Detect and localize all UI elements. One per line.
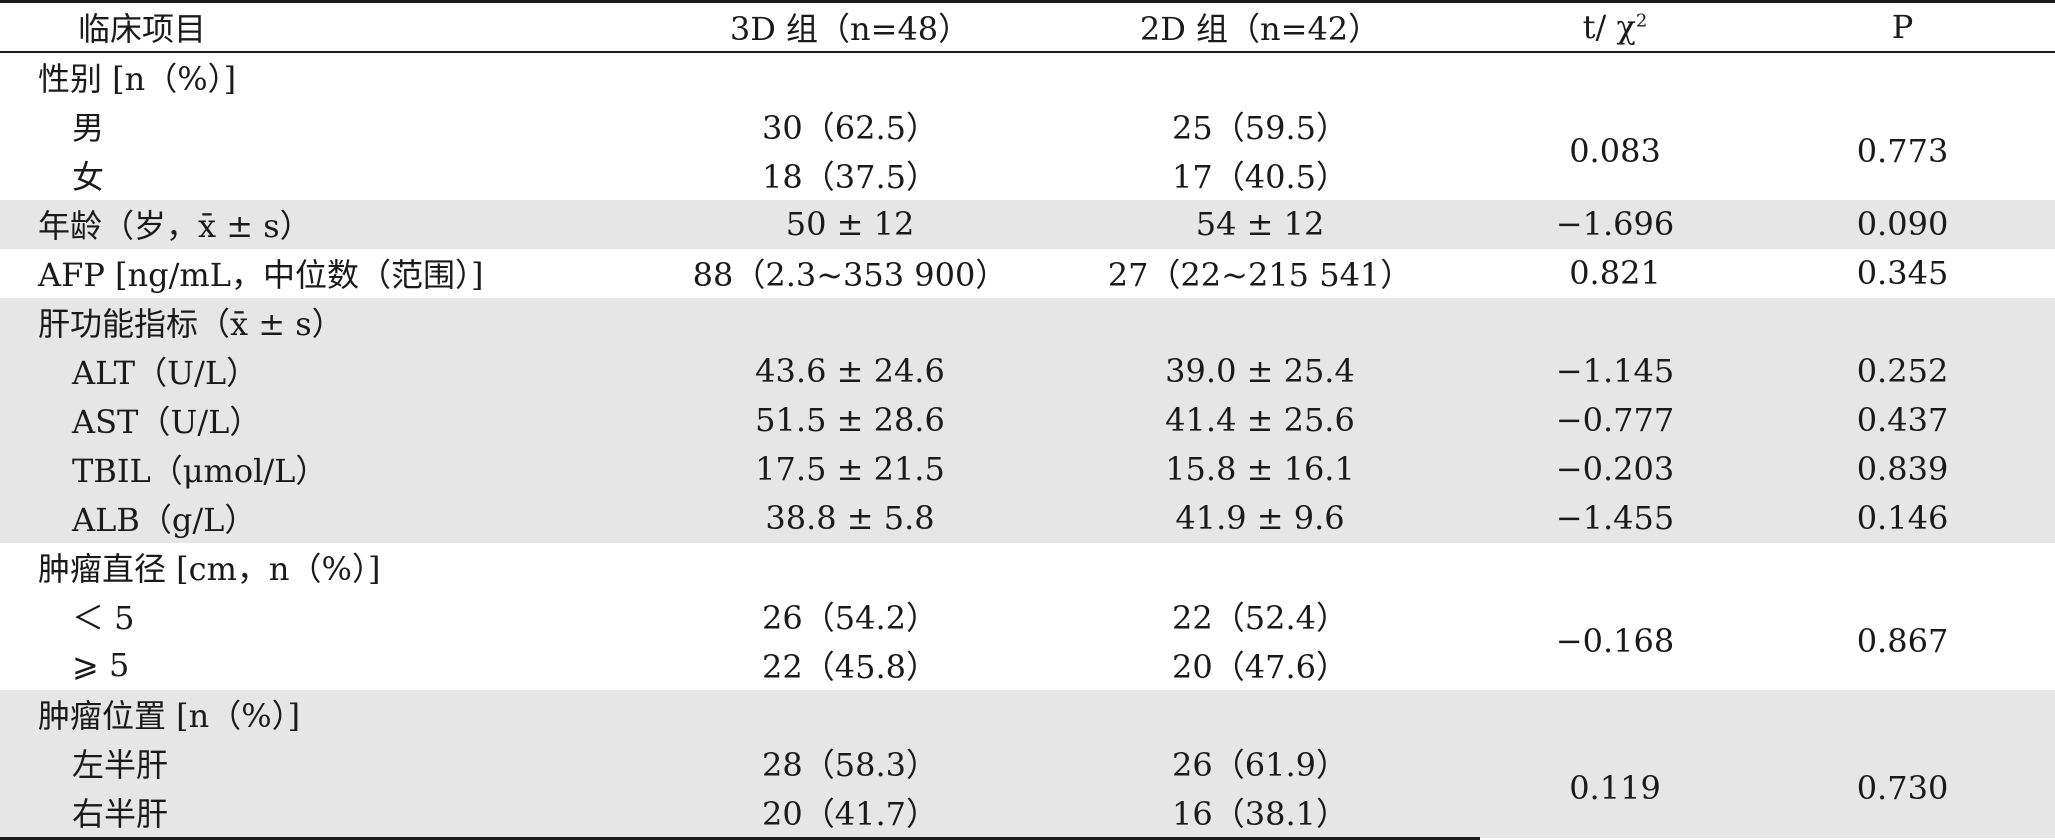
cell-3d: 28（58.3） [660,738,1040,788]
table-row: 左半肝 28（58.3） 26（61.9） 0.119 0.730 [0,738,2055,838]
table-body: 性别 [n（%）] 男 30（62.5） 25（59.5） 0.083 0.77… [0,52,2055,840]
cell-2d: 27（22~215 541） [1107,256,1413,294]
cell-2d: 15.8 ± 16.1 [1040,444,1480,494]
cell-p: 0.252 [1750,346,2055,396]
table-row: AST（U/L） 51.5 ± 28.6 41.4 ± 25.6 −0.777 … [0,395,2055,445]
cell-stat: −0.203 [1480,444,1750,494]
cell-2d: 17（40.5） [1172,158,1348,196]
header-statistic-text: t/ χ [1582,7,1636,46]
header-statistic: t/ χ2 [1480,0,1750,53]
cell-2d: 39.0 ± 25.4 [1040,346,1480,396]
cell-stat: −0.168 [1555,621,1675,660]
cell-p: 0.839 [1750,444,2055,494]
cell-p: 0.730 [1750,738,2055,838]
cell-3d: 38.8 ± 5.8 [660,493,1040,543]
cell-2d: 25（59.5） [1172,109,1348,147]
cell-stat: 0.083 [1569,131,1661,170]
cell-2d: 20（47.6） [1172,648,1348,686]
table-row: 肝功能指标（x̄ ± s） [0,297,2055,347]
header-item: 临床项目 [0,0,660,53]
header-p-value: P [1750,0,2055,53]
cell-3d: 22（45.8） [762,648,938,686]
cell-2d: 22（52.4） [1172,599,1348,637]
row-label-alb: ALB（g/L） [0,493,660,543]
table-row: 性别 [n（%）] [0,52,2055,102]
cell-3d: 26（54.2） [762,599,938,637]
table-row: ＜ 5 26（54.2） 22（52.4） −0.168 0.867 [0,592,2055,660]
row-label-male: 男 [72,109,105,147]
cell-2d: 16（38.1） [1040,787,1480,840]
table-row: 女 18（37.5） 17（40.5） [0,151,2055,200]
table-header: 临床项目 3D 组（n=48） 2D 组（n=42） t/ χ2 P [0,0,2055,53]
cell-stat: −1.145 [1480,346,1750,396]
row-label-ast: AST（U/L） [0,395,660,445]
table-row: ALB（g/L） 38.8 ± 5.8 41.9 ± 9.6 −1.455 0.… [0,493,2055,543]
cell-2d: 41.9 ± 9.6 [1040,493,1480,543]
row-label-tbil: TBIL（μmol/L） [0,444,660,494]
cell-stat: −1.696 [1480,199,1750,249]
table-row: 男 30（62.5） 25（59.5） 0.083 0.773 [0,102,2055,170]
row-label-right-liver: 右半肝 [0,787,660,840]
row-label-left-liver: 左半肝 [0,738,660,788]
table-row: 肿瘤直径 [cm，n（%）] [0,543,2055,592]
cell-p: 0.345 [1856,254,1949,292]
row-label-tumor-diameter: 肿瘤直径 [cm，n（%）] [38,550,381,588]
row-label-female: 女 [72,158,105,196]
table-row: 年龄（岁，x̄ ± s） 50 ± 12 54 ± 12 −1.696 0.09… [0,199,2055,249]
row-label-diameter-lt5: ＜ 5 [72,599,135,637]
cell-3d: 43.6 ± 24.6 [660,346,1040,396]
cell-2d: 41.4 ± 25.6 [1040,395,1480,445]
table-row: ALT（U/L） 43.6 ± 24.6 39.0 ± 25.4 −1.145 … [0,346,2055,396]
cell-3d: 51.5 ± 28.6 [660,395,1040,445]
row-label-diameter-ge5: ⩾ 5 [72,646,130,684]
cell-2d: 54 ± 12 [1040,199,1480,249]
header-statistic-sup: 2 [1635,10,1648,32]
cell-3d: 50 ± 12 [660,199,1040,249]
table-row: 右半肝 20（41.7） 16（38.1） [0,787,2055,840]
cell-3d: 88（2.3~353 900） [692,256,1008,294]
cell-3d: 17.5 ± 21.5 [660,444,1040,494]
cell-p: 0.090 [1750,199,2055,249]
row-label-tumor-location: 肿瘤位置 [n（%）] [0,689,660,739]
row-label-liver-function: 肝功能指标（x̄ ± s） [0,297,660,347]
cell-3d: 20（41.7） [660,787,1040,840]
cell-stat: −0.777 [1480,395,1750,445]
row-label-sex: 性别 [n（%）] [38,60,237,98]
table-row: 肿瘤位置 [n（%）] [0,689,2055,739]
cell-p: 0.773 [1856,131,1949,170]
cell-stat: −1.455 [1480,493,1750,543]
table-row: ⩾ 5 22（45.8） 20（47.6） [0,641,2055,690]
header-2d-group: 2D 组（n=42） [1040,0,1480,53]
header-3d-group: 3D 组（n=48） [660,0,1040,53]
cell-3d: 30（62.5） [762,109,938,147]
cell-2d: 26（61.9） [1040,738,1480,788]
cell-p: 0.867 [1856,621,1949,660]
table-row: AFP [ng/mL，中位数（范围）] 88（2.3~353 900） 27（2… [0,249,2055,298]
row-label-alt: ALT（U/L） [0,346,660,396]
row-label-afp: AFP [ng/mL，中位数（范围）] [38,256,484,294]
row-label-age: 年龄（岁，x̄ ± s） [0,199,660,249]
cell-3d: 18（37.5） [762,158,938,196]
cell-stat: 0.119 [1480,738,1750,838]
cell-p: 0.437 [1750,395,2055,445]
cell-stat: 0.821 [1569,254,1661,292]
cell-p: 0.146 [1750,493,2055,543]
table-row: TBIL（μmol/L） 17.5 ± 21.5 15.8 ± 16.1 −0.… [0,444,2055,494]
